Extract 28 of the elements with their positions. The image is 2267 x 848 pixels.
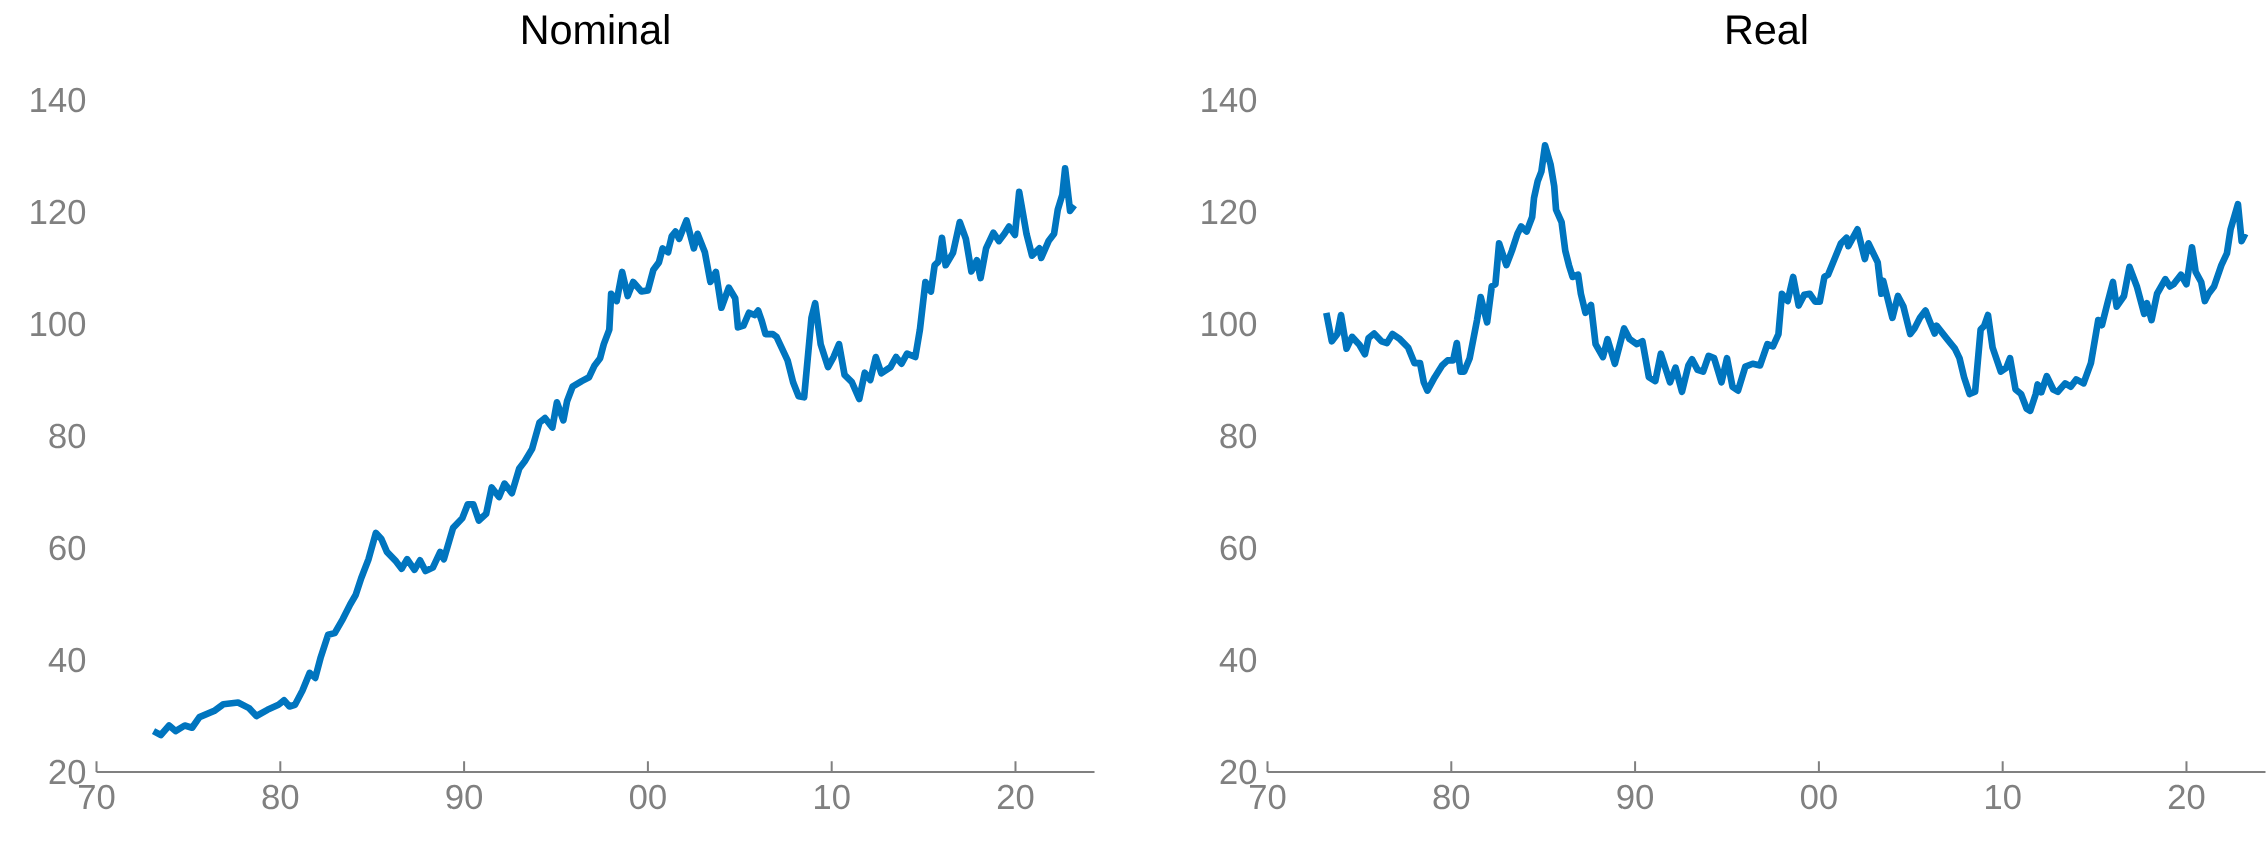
y-tick-label: 140 [1202,87,1257,113]
x-tick-label: 20 [997,784,1034,810]
y-tick-label: 20 [49,759,86,785]
x-tick-label: 90 [1617,784,1654,810]
x-tick-label: 80 [262,784,299,810]
y-tick-label: 60 [1220,535,1257,561]
x-tick-label: 90 [446,784,483,810]
y-tick-label: 100 [1202,311,1257,337]
x-tick-label: 00 [1800,784,1837,810]
x-tick-label: 20 [2168,784,2205,810]
y-tick-label: 120 [1202,199,1257,225]
x-tick-label: 00 [629,784,666,810]
x-tick-label: 10 [815,784,850,810]
y-tick-label: 120 [31,199,86,225]
x-tick-label: 10 [1986,784,2021,810]
y-tick-label: 40 [1219,647,1257,673]
y-tick-label: 60 [49,535,86,561]
y-tick-label: 80 [49,423,86,449]
y-tick-label: 80 [1220,423,1257,449]
y-tick-label: 40 [48,647,86,673]
chart-title: Real [1727,14,1807,45]
y-tick-label: 100 [31,311,86,337]
y-tick-label: 20 [1220,759,1257,785]
x-tick-label: 70 [1250,784,1286,810]
y-tick-label: 140 [31,87,86,113]
x-tick-label: 80 [1433,784,1470,810]
x-tick-label: 70 [79,784,115,810]
chart-title: Nominal [523,14,669,45]
